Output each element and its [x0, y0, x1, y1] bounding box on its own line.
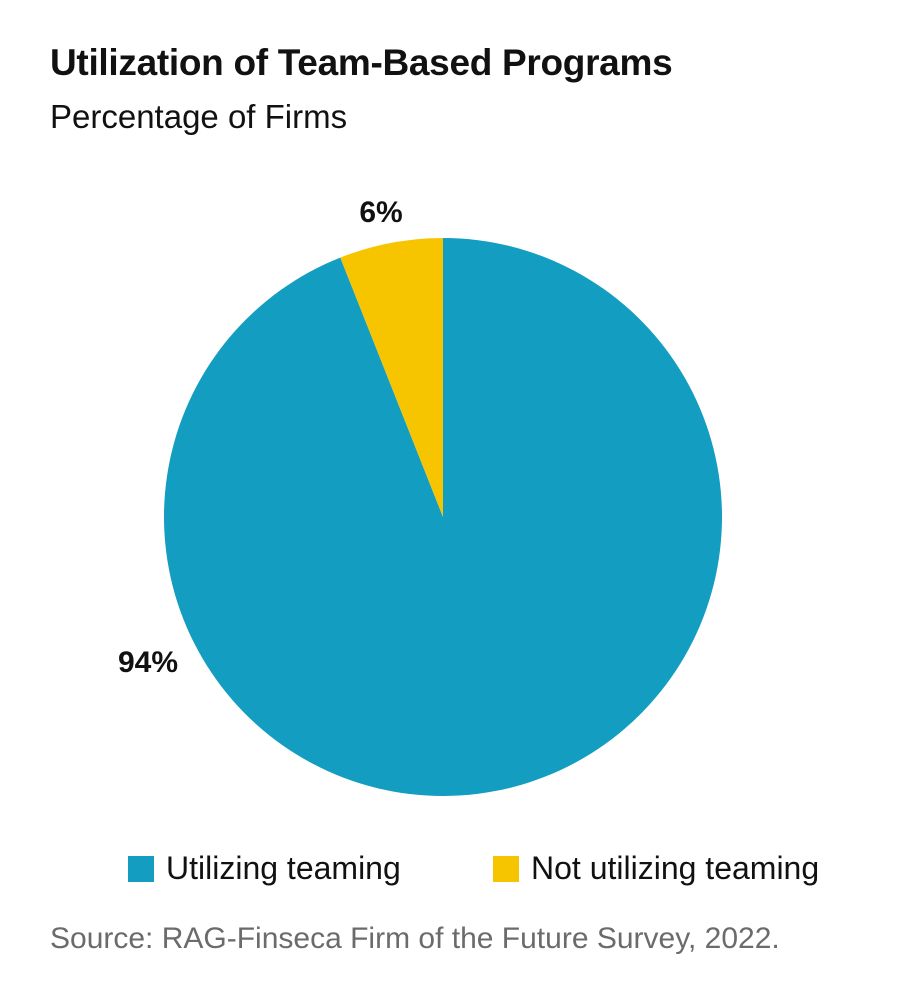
pie-label-utilizing: 94% [118, 646, 178, 679]
legend-swatch-not-utilizing [493, 855, 519, 882]
legend-swatch-utilizing [128, 855, 154, 882]
legend-item-utilizing: Utilizing teaming [128, 850, 401, 887]
chart-subtitle: Percentage of Firms [50, 98, 348, 135]
source-note: Source: RAG-Finseca Firm of the Future S… [50, 922, 780, 955]
pie-label-not-utilizing: 6% [359, 196, 402, 229]
pie-slice-utilizing [163, 238, 722, 797]
legend-label-not-utilizing: Not utilizing teaming [531, 850, 820, 886]
legend-label-utilizing: Utilizing teaming [166, 850, 401, 886]
legend-item-not-utilizing: Not utilizing teaming [493, 850, 819, 887]
chart-title: Utilization of Team-Based Programs [50, 42, 673, 83]
legend: Utilizing teaming Not utilizing teaming [0, 850, 899, 890]
pie-slice-not-utilizing [340, 238, 443, 517]
